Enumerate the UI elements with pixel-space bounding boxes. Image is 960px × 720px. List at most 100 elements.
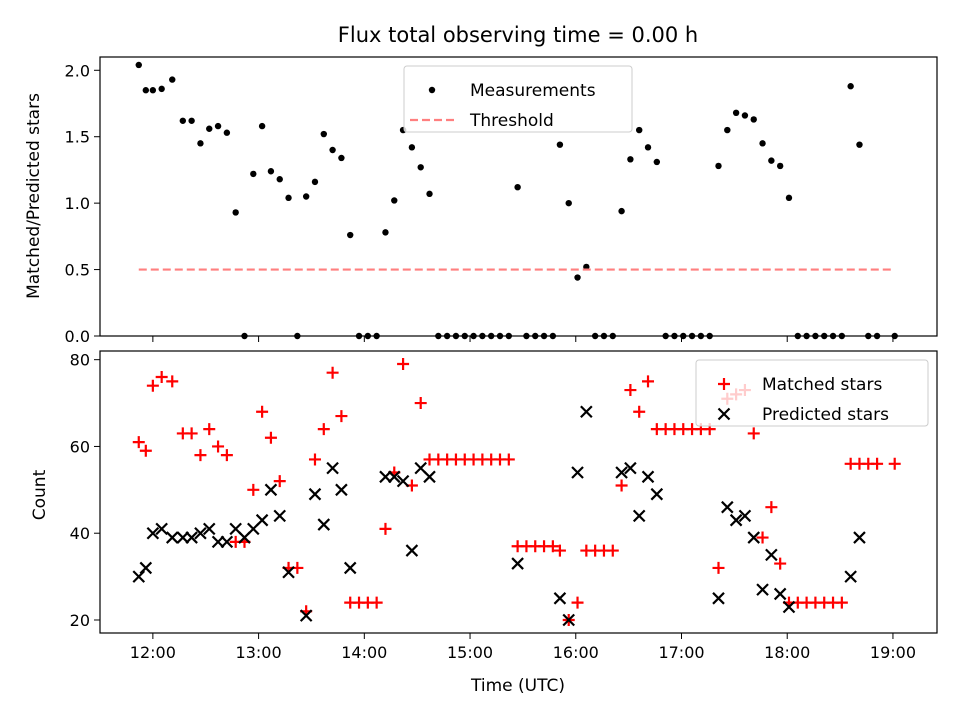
predicted-star-point (220, 535, 234, 549)
predicted-star-point (387, 470, 401, 484)
matched-star-point (247, 483, 260, 496)
predicted-star-point (326, 461, 339, 475)
predicted-star-point (282, 565, 295, 579)
legend-label: Measurements (470, 81, 596, 101)
matched-star-point (273, 475, 286, 488)
measurement-point (382, 229, 389, 236)
predicted-star-point (423, 470, 436, 484)
predicted-star-point (165, 531, 179, 544)
matched-star-point (212, 440, 225, 453)
predicted-star-point (624, 461, 637, 475)
matched-star-point (264, 431, 277, 444)
predicted-star-point (308, 487, 322, 501)
top-y-axis-label: Matched/Predicted stars (24, 93, 44, 299)
predicted-star-point (729, 513, 743, 527)
predicted-star-point (615, 466, 628, 479)
measurement-point (627, 156, 634, 163)
predicted-star-point (343, 561, 357, 575)
measurement-point (206, 125, 213, 132)
x-axis-label: Time (UTC) (470, 676, 565, 696)
legend-measurement-swatch (428, 86, 436, 94)
measurement-point (232, 209, 239, 216)
figure-title: Flux total observing time = 0.00 h (338, 23, 698, 47)
legend-label: Threshold (469, 111, 554, 131)
x-tick-label: 16:00 (553, 643, 599, 662)
measurement-point (258, 122, 266, 130)
matched-star-point (606, 544, 619, 557)
measurement-point (276, 176, 283, 183)
x-tick-label: 17:00 (658, 643, 704, 662)
measurement-point (142, 87, 150, 94)
measurement-point (197, 140, 204, 147)
measurement-point (169, 76, 176, 83)
top-ytick-label: 2.0 (65, 61, 90, 80)
matched-star-point (194, 449, 207, 462)
predicted-star-point (844, 570, 857, 583)
measurement-point (644, 144, 652, 151)
measurement-point (302, 193, 310, 200)
matched-star-point (414, 397, 427, 410)
measurement-point (188, 117, 195, 124)
predicted-star-point (255, 513, 269, 527)
bottom-plot-area: 20 40 60 80 12:00 13:00 14:00 15:00 16:00 17:00 18… (70, 350, 938, 662)
measurement-point (574, 274, 581, 281)
measurement-point (338, 154, 345, 162)
matched-star-point (888, 457, 901, 470)
matched-star-point (571, 596, 584, 609)
measurement-point (320, 130, 327, 138)
measurement-point (135, 61, 142, 69)
measurement-point (556, 141, 564, 148)
measurement-point (223, 129, 231, 136)
predicted-star-point (511, 557, 524, 570)
matched-star-point (397, 358, 410, 371)
measurement-point (565, 199, 572, 207)
measurement-point (514, 184, 521, 191)
measurement-point (311, 178, 319, 186)
legend-box (695, 359, 929, 427)
measurement-point (856, 141, 863, 148)
measurement-point (768, 157, 775, 164)
top-ytick-label: 1.0 (65, 194, 90, 213)
legend-label: Matched stars (762, 375, 882, 395)
measurement-point (149, 87, 157, 94)
predicted-star-point (765, 548, 778, 562)
predicted-star-point (580, 405, 593, 419)
x-tick-label: 18:00 (764, 643, 810, 662)
predicted-star-point (650, 487, 664, 501)
predicted-star-point (738, 509, 752, 523)
predicted-star-point (773, 587, 787, 601)
top-ytick-label: 0.5 (65, 261, 90, 280)
matched-star-point (774, 557, 787, 570)
matched-star-point (642, 375, 655, 388)
predicted-star-point (553, 592, 567, 605)
measurement-point (285, 194, 292, 202)
predicted-star-point (194, 526, 207, 540)
predicted-star-point (299, 609, 313, 622)
measurement-point (179, 117, 187, 124)
measurement-point (267, 168, 275, 175)
x-tick-label: 13:00 (236, 643, 282, 662)
predicted-star-point (146, 526, 160, 540)
measurement-point (408, 144, 416, 151)
matched-star-point (185, 427, 198, 440)
predicted-star-point (853, 531, 866, 544)
predicted-star-point (782, 600, 796, 614)
matched-star-point (756, 531, 769, 544)
matched-star-point (765, 501, 778, 514)
legend-matched-swatch (718, 378, 730, 390)
matched-star-point (835, 596, 848, 609)
measurement-point (847, 83, 854, 90)
measurement-point (776, 162, 784, 170)
matched-star-point (871, 457, 884, 470)
matched-star-point (379, 522, 392, 535)
matched-star-point (326, 366, 339, 379)
predicted-star-point (721, 500, 734, 514)
bottom-ytick-label: 80 (70, 351, 90, 370)
measurement-point (250, 170, 257, 178)
matched-star-point (633, 405, 646, 418)
measurement-point (391, 197, 398, 204)
top-axes-frame (99, 56, 938, 337)
predicted-star-point (632, 509, 646, 523)
measurement-point (653, 158, 661, 166)
predicted-star-point (202, 522, 216, 536)
